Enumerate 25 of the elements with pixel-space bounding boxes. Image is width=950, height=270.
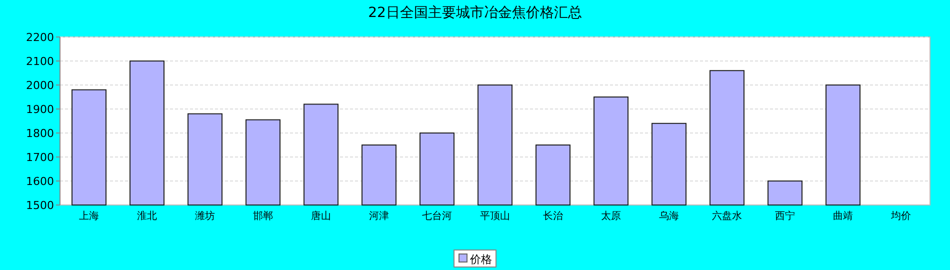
x-tick-label: 西宁 [775, 210, 795, 222]
x-tick-label: 长治 [543, 210, 563, 222]
x-tick-label: 七台河 [422, 210, 452, 222]
x-tick-label: 河津 [369, 210, 389, 222]
x-tick-label: 唐山 [311, 210, 331, 222]
y-tick-label: 1700 [26, 151, 54, 164]
x-tick-label: 乌海 [659, 210, 679, 222]
legend-label: 价格 [469, 253, 492, 266]
y-tick-label: 1900 [26, 103, 54, 116]
y-tick-label: 1800 [26, 127, 54, 140]
x-tick-label: 均价 [890, 210, 911, 222]
y-tick-label: 2000 [26, 79, 54, 92]
x-tick-label: 六盘水 [712, 210, 742, 222]
x-tick-label: 邯郸 [253, 210, 273, 222]
x-tick-label: 淮北 [137, 210, 157, 222]
y-tick-label: 1500 [26, 199, 54, 212]
x-tick-label: 曲靖 [833, 210, 853, 222]
x-tick-label: 太原 [601, 210, 621, 222]
y-tick-label: 2200 [26, 31, 54, 44]
x-tick-label: 上海 [79, 210, 99, 222]
x-tick-label: 平顶山 [480, 210, 510, 222]
y-tick-label: 2100 [26, 55, 54, 68]
chart-title: 22日全国主要城市冶金焦价格汇总 [368, 5, 582, 21]
y-tick-label: 1600 [26, 175, 54, 188]
x-tick-label: 潍坊 [195, 210, 215, 222]
